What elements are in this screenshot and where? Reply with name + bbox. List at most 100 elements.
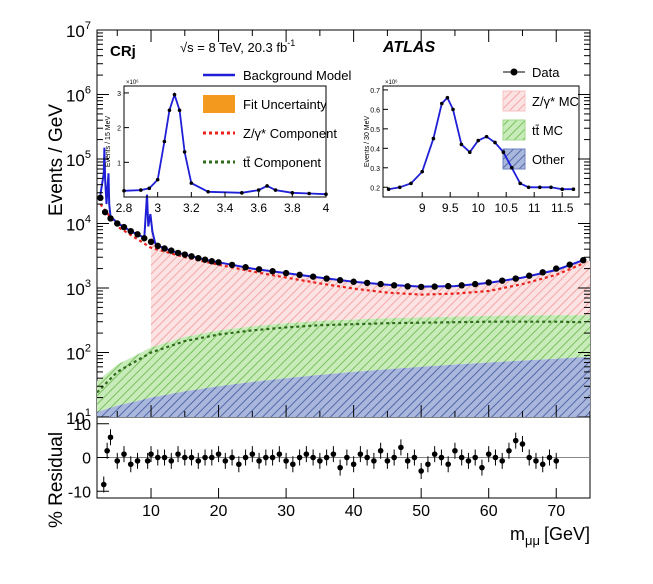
data-point	[350, 278, 357, 285]
y-tick-label: 106	[66, 85, 91, 106]
legend-data-marker	[510, 68, 518, 76]
inset-jpsi-y-tick-label: 1	[117, 160, 121, 167]
inset-upsilon-y-title: Events / 30 MeV	[364, 115, 371, 167]
residual-point	[377, 447, 384, 454]
residual-point	[263, 454, 269, 461]
residual-point	[148, 451, 154, 457]
residual-point	[472, 454, 478, 461]
residual-point	[296, 454, 303, 461]
residual-point	[485, 451, 492, 457]
inset-jpsi-x-tick-label: 3	[154, 201, 161, 215]
residual-point	[404, 458, 411, 464]
residual-point	[181, 454, 188, 461]
data-point	[566, 261, 573, 268]
inset-upsilon-y-tick-label: 0.3	[370, 166, 380, 173]
inset-jpsi-x-tick-label: 3.6	[250, 201, 267, 215]
data-point	[471, 280, 479, 288]
legend-left-label: Fit Uncertainty	[243, 97, 327, 112]
ttbar-mc-area	[97, 315, 590, 412]
other-mc-area	[97, 357, 590, 417]
x-tick-label: 70	[547, 503, 565, 520]
x-tick-label: 50	[412, 503, 430, 520]
residual-point	[249, 451, 256, 457]
residual-point	[161, 454, 168, 461]
residual-point	[431, 451, 438, 457]
data-point	[242, 264, 249, 271]
residual-point	[506, 447, 512, 454]
inset-jpsi-data-point	[162, 139, 167, 144]
residual-point	[479, 464, 485, 471]
residual-point	[553, 458, 560, 464]
residual-point	[384, 458, 391, 464]
residual-point	[215, 451, 222, 457]
residual-point	[222, 458, 229, 464]
data-point	[141, 235, 148, 242]
residual-y-axis-title: % Residual	[46, 432, 67, 528]
inset-jpsi-data-point	[240, 191, 244, 195]
data-point	[539, 269, 546, 276]
inset-upsilon-data-point	[459, 142, 464, 147]
residual-point	[236, 461, 242, 468]
data-point	[201, 256, 209, 263]
residual-point	[276, 451, 283, 457]
residual-point	[492, 454, 499, 461]
x-axis-title: mμμ [GeV]	[510, 524, 590, 548]
residual-plot-area: -10 0 10 10 20 30 40 50 60 70	[68, 417, 590, 520]
residual-point	[337, 464, 343, 471]
inset-upsilon-y-exponent: ×10⁶	[385, 79, 398, 86]
residual-point	[269, 454, 276, 461]
y-tick-label: 104	[66, 214, 91, 235]
data-point	[458, 282, 465, 289]
inset-upsilon-x-tick-label: 11	[528, 201, 541, 215]
inset-upsilon-data-point	[538, 185, 542, 190]
residual-point	[519, 441, 526, 447]
inset-jpsi-data-point	[206, 189, 210, 194]
inset-jpsi-data-point	[155, 177, 160, 182]
inset-jpsi-data-point	[147, 186, 152, 191]
inset-upsilon-x-tick-label: 10	[472, 201, 486, 215]
x-tick-label: 40	[345, 503, 363, 520]
residual-y-tick-label: 10	[73, 417, 91, 434]
residual-point	[533, 458, 539, 464]
residual-point	[229, 454, 235, 461]
data-point	[120, 223, 128, 231]
residual-point	[317, 458, 323, 464]
inset-upsilon-y-tick-label: 0.7	[370, 88, 380, 95]
y-tick-label: 102	[66, 343, 91, 364]
residual-point	[127, 461, 134, 468]
x-tick-label: 30	[277, 503, 295, 520]
residual-point	[445, 461, 451, 468]
legend-right-label: Z/γ* MC	[532, 94, 579, 109]
residual-point	[350, 461, 357, 468]
residual-point	[209, 454, 215, 461]
inset-jpsi-model-line	[123, 91, 327, 196]
legend-right-label: tt̄ MC	[532, 123, 563, 138]
data-point	[195, 254, 202, 262]
residual-point	[539, 461, 546, 468]
inset-jpsi: 2.8 3 3.2 3.4 3.6 3.8 4 1 2 3 Events / 15 MeV ×10⁶	[105, 79, 330, 215]
residual-point	[465, 458, 472, 464]
inset-jpsi-y-exponent: ×10⁶	[126, 79, 139, 86]
data-point	[526, 272, 533, 279]
legend-left: Background Model Fit Uncertainty Z/γ* Comp…	[203, 68, 352, 170]
inset-upsilon-model-line	[388, 96, 574, 191]
region-label: CRj	[110, 43, 136, 60]
data-point	[174, 249, 182, 257]
data-point	[363, 279, 371, 287]
data-point	[101, 208, 109, 216]
residual-point	[168, 458, 175, 464]
data-point	[553, 265, 560, 272]
residual-point	[310, 454, 316, 461]
inset-upsilon-x-tick-label: 9.5	[442, 201, 459, 215]
background-model-line	[99, 147, 584, 288]
data-point	[181, 251, 188, 258]
inset-upsilon-data-point	[386, 187, 391, 192]
residual-point	[134, 458, 141, 464]
residual-point	[290, 461, 296, 468]
data-point	[404, 283, 411, 290]
inset-jpsi-data-point	[273, 188, 278, 192]
main-plot-area	[96, 147, 590, 417]
inset-upsilon-x-tick-label: 9	[419, 201, 426, 215]
inset-upsilon-data-point	[409, 181, 413, 186]
experiment-label: ATLAS	[382, 39, 435, 56]
